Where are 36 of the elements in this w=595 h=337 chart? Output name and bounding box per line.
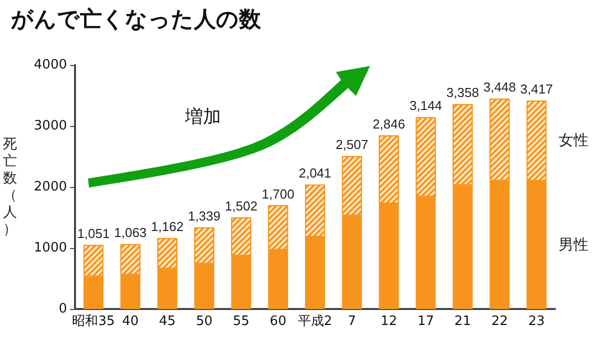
y-axis-title: 死亡数（人） <box>3 136 17 238</box>
total-label: 3,417 <box>520 82 553 97</box>
x-tick-label: 50 <box>196 314 213 329</box>
x-tick-label: 55 <box>232 314 250 329</box>
x-tick-label: 22 <box>491 314 508 329</box>
x-tick-label: 23 <box>528 314 545 329</box>
annotation: 増加 <box>184 106 221 128</box>
y-tick-label: 0 <box>58 302 67 316</box>
x-tick-label: 21 <box>454 314 471 329</box>
total-label: 3,448 <box>483 80 516 95</box>
total-label: 3,358 <box>446 85 479 100</box>
x-tick-label: 40 <box>122 314 139 329</box>
x-tick-label: 7 <box>348 314 356 329</box>
series-label: 男性 <box>558 235 589 254</box>
x-tick-label: 12 <box>380 314 398 329</box>
y-tick-label: 4000 <box>34 58 67 72</box>
x-tick-label: 60 <box>270 314 286 329</box>
total-label: 3,144 <box>409 98 442 114</box>
x-tick-label: 平成2 <box>298 314 332 329</box>
total-label: 1,051 <box>77 226 110 241</box>
x-tick-label: 昭和35 <box>72 314 115 329</box>
y-tick-label: 2000 <box>34 180 67 194</box>
total-label: 2,507 <box>336 137 368 152</box>
series-label: 女性 <box>558 131 589 150</box>
x-tick-label: 45 <box>159 314 176 329</box>
x-tick-label: 17 <box>417 314 434 329</box>
y-tick-label: 3000 <box>34 118 67 134</box>
total-label: 1,063 <box>114 225 147 240</box>
chart-title: がんで亡くなった人の数 <box>10 6 262 32</box>
total-label: 1,339 <box>188 208 221 224</box>
total-label: 1,502 <box>224 198 258 214</box>
total-label: 2,041 <box>298 166 332 180</box>
total-label: 2,846 <box>372 116 406 132</box>
total-label: 1,162 <box>151 219 184 234</box>
y-tick-label: 1000 <box>34 240 67 256</box>
total-label: 1,700 <box>262 186 294 202</box>
